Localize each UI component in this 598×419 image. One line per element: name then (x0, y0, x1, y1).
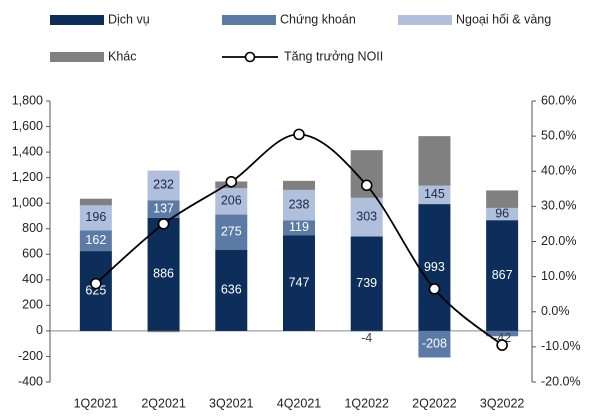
data-label: 886 (153, 267, 174, 281)
bar-segment (79, 251, 112, 331)
bar-segment (283, 220, 315, 236)
bar-segment (215, 214, 248, 250)
data-label: 232 (153, 178, 174, 192)
x-tick-label: 3Q2021 (209, 396, 254, 410)
bar-segment (79, 205, 112, 231)
bar-segment (283, 180, 315, 190)
bar-segment (486, 207, 519, 221)
y-tick-label: 1,600 (12, 119, 43, 133)
bar-segment (147, 330, 180, 333)
y-tick-label: 600 (22, 247, 43, 261)
data-label: 636 (221, 283, 242, 297)
x-tick-label: 3Q2022 (480, 396, 525, 410)
legend-marker (244, 51, 256, 63)
y-tick-label: -200 (18, 349, 43, 363)
data-label: 275 (221, 224, 242, 238)
y2-tick-label: 20.0% (541, 234, 576, 248)
bar-segment (486, 220, 519, 331)
data-label: 993 (424, 260, 445, 274)
data-label: 162 (85, 233, 106, 247)
x-tick-label: 4Q2021 (277, 396, 322, 410)
y-tick-label: -400 (18, 374, 43, 388)
bar-segment (486, 330, 519, 337)
legend-swatch (50, 52, 104, 62)
bar-segment (79, 198, 112, 206)
line-marker (90, 277, 102, 290)
bar-segment (350, 197, 383, 237)
bar-segment (350, 236, 383, 331)
bar-segment (418, 330, 451, 358)
data-label: 196 (85, 210, 106, 224)
y2-tick-label: 40.0% (541, 164, 576, 178)
line-marker (157, 218, 170, 230)
bar-segment (283, 189, 315, 221)
bar-segment (147, 200, 180, 218)
bar-segment (215, 249, 248, 331)
legend-label: Khác (108, 49, 137, 63)
data-label: 145 (424, 187, 445, 201)
y-tick-label: 1,400 (12, 144, 43, 158)
bar-segment (79, 230, 112, 252)
bar-segment (147, 170, 180, 201)
y-tick-label: 800 (22, 221, 43, 235)
data-label: 747 (289, 275, 310, 289)
data-label: 137 (153, 201, 174, 215)
y2-tick-label: 10.0% (541, 269, 576, 283)
legend-label: Dịch vụ (108, 12, 150, 26)
y2-tick-label: 30.0% (541, 199, 576, 213)
data-label: 867 (492, 268, 513, 282)
data-label: 96 (495, 206, 509, 220)
data-label: -208 (422, 336, 447, 350)
bar-segment (486, 190, 519, 208)
x-tick-label: 2Q2021 (141, 396, 186, 410)
bar-segment (215, 188, 248, 215)
x-tick-label: 2Q2022 (412, 396, 457, 410)
bar-segment (283, 235, 315, 331)
x-tick-label: 1Q2021 (74, 396, 119, 410)
bar-segment (418, 204, 451, 331)
bar-segment (418, 185, 451, 205)
y-tick-label: 200 (22, 298, 43, 312)
legend-label: Ngoại hối & vàng (456, 12, 551, 26)
y2-tick-label: 50.0% (541, 128, 576, 142)
data-label: 739 (356, 276, 377, 290)
data-label: 625 (85, 283, 106, 297)
y-tick-label: 1,800 (12, 93, 43, 107)
y2-tick-label: -10.0% (541, 339, 581, 353)
line-marker (293, 128, 305, 141)
y2-tick-label: 0.0% (541, 304, 570, 318)
y-tick-label: 1,200 (12, 170, 43, 184)
bar-segment (418, 136, 451, 186)
y-tick-label: 0 (36, 323, 43, 337)
data-label: -4 (361, 331, 372, 345)
y2-tick-label: 60.0% (541, 93, 576, 107)
y2-tick-label: -20.0% (541, 374, 581, 388)
legend-label: Chứng khoán (280, 12, 356, 26)
legend-label: Tăng trưởng NOII (284, 49, 383, 63)
bar-segment (350, 330, 383, 332)
data-label: 119 (289, 220, 309, 234)
y-tick-label: 1,000 (12, 195, 43, 209)
data-label: 303 (356, 209, 377, 223)
legend-swatch (222, 15, 276, 25)
line-marker (428, 283, 441, 295)
y-tick-label: 400 (22, 272, 43, 286)
line-marker (496, 339, 508, 351)
line-marker (360, 179, 373, 192)
data-label: 238 (289, 197, 310, 211)
x-tick-label: 1Q2022 (344, 396, 389, 410)
legend-swatch (398, 15, 452, 25)
legend-swatch (50, 15, 104, 25)
data-label: 206 (221, 194, 242, 208)
line-marker (225, 175, 238, 188)
bar-segment (147, 217, 180, 331)
